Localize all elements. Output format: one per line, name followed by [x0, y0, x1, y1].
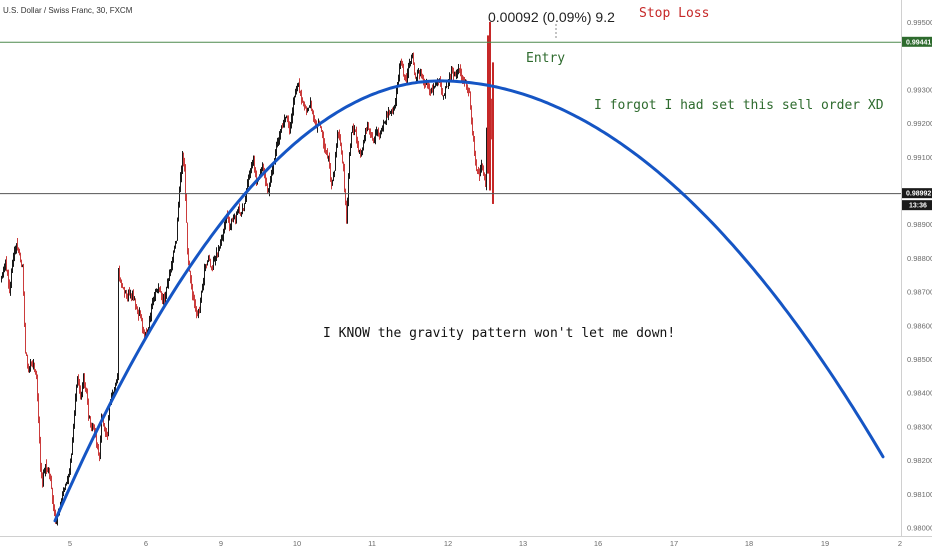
svg-text:13:36: 13:36	[909, 203, 927, 210]
candle	[492, 62, 494, 204]
price-axis[interactable]: 0.99500 0.99300 0.99200 0.99100 0.98900 0.988…	[907, 18, 932, 533]
time-tick-label: 18	[745, 539, 753, 548]
price-tick-label: 0.98700	[907, 288, 932, 297]
price-tick-label: 0.98100	[907, 490, 932, 499]
time-tick-label: 6	[144, 539, 148, 548]
time-tick-label: 12	[444, 539, 452, 548]
price-tick-label: 0.98800	[907, 254, 932, 263]
measure-readout: 0.00092 (0.09%) 9.2	[488, 9, 615, 25]
time-tick-label: 2	[898, 539, 902, 548]
time-tick-label: 5	[68, 539, 72, 548]
forgot-annotation: I forgot I had set this sell order XD	[594, 98, 884, 113]
svg-text:0.98992: 0.98992	[906, 191, 931, 198]
time-tick-label: 10	[293, 539, 301, 548]
candle	[489, 21, 491, 191]
price-tick-label: 0.98000	[907, 524, 932, 533]
gravity-annotation: I KNOW the gravity pattern won't let me …	[323, 326, 675, 341]
price-tick-label: 0.98400	[907, 389, 932, 398]
svg-text:0.99441: 0.99441	[906, 39, 931, 46]
candle	[487, 35, 489, 174]
price-tick-label: 0.98900	[907, 220, 932, 229]
gravity-parabola-curve[interactable]	[53, 79, 885, 523]
time-tick-label: 19	[821, 539, 829, 548]
price-tick-label: 0.98500	[907, 355, 932, 364]
entry-price-badge: 0.99441	[902, 36, 932, 47]
time-tick-label: 11	[368, 539, 376, 548]
time-tick-label: 9	[219, 539, 223, 548]
price-tick-label: 0.98600	[907, 321, 932, 330]
candlestick-series	[1, 21, 494, 526]
entry-label: Entry	[526, 51, 565, 66]
symbol-label: U.S. Dollar / Swiss Franc, 30, FXCM	[3, 6, 133, 15]
price-tick-label: 0.99500	[907, 18, 932, 27]
price-tick-label: 0.98300	[907, 422, 932, 431]
time-tick-label: 13	[519, 539, 527, 548]
price-tick-label: 0.99200	[907, 119, 932, 128]
price-tick-label: 0.99300	[907, 85, 932, 94]
price-tick-label: 0.98200	[907, 456, 932, 465]
stop-loss-label: Stop Loss	[639, 6, 709, 21]
time-axis[interactable]: 5 6 9 10 11 12 13 16 17 18 19 2	[68, 539, 902, 548]
time-tick-label: 17	[670, 539, 678, 548]
price-tick-label: 0.99100	[907, 153, 932, 162]
time-tick-label: 16	[594, 539, 602, 548]
current-price-badge: 0.98992 13:36	[902, 188, 932, 211]
